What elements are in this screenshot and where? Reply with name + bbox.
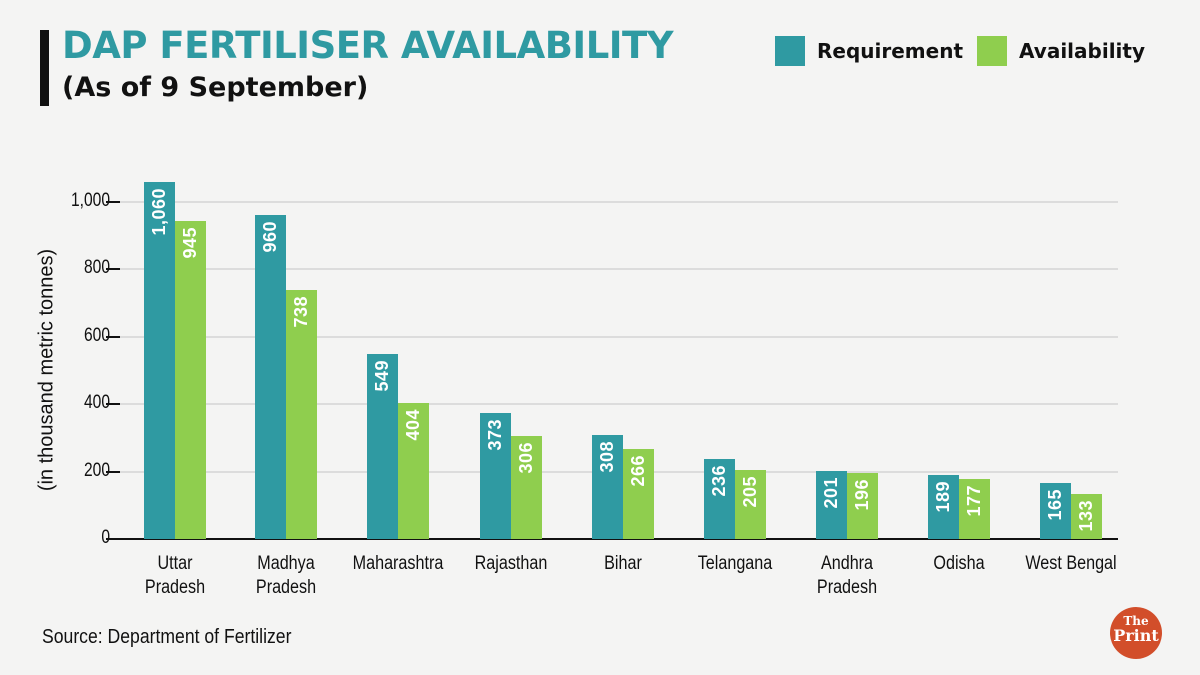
bar-value-label: 306 [515, 441, 536, 474]
bar-availability: 266 [623, 449, 654, 539]
bar-value-label: 308 [596, 441, 617, 473]
bar-value-label: 236 [708, 465, 729, 497]
bar-value-label: 165 [1044, 489, 1065, 521]
x-category-label: Bihar [572, 552, 674, 576]
x-category-label-line: West Bengal [1025, 553, 1117, 574]
y-axis-tick [106, 201, 120, 203]
bar-value-label: 189 [932, 481, 953, 513]
x-category-label: Telangana [684, 552, 786, 576]
bar-requirement: 189 [928, 475, 959, 539]
bar-value-label: 196 [851, 478, 872, 511]
legend-swatch-availability [977, 36, 1008, 66]
legend-swatch-requirement [775, 36, 805, 66]
bar-availability: 404 [398, 402, 429, 539]
legend-item-requirement: Requirement [775, 36, 963, 66]
bar-value-label: 960 [259, 221, 280, 254]
bar-requirement: 373 [480, 413, 511, 539]
x-category-label: Uttar Pradesh [124, 552, 226, 600]
x-category-label: Andhra Pradesh [796, 552, 898, 600]
logo-text-top: The [1123, 614, 1149, 628]
y-tick-label: 600 [84, 324, 110, 346]
bar-availability: 205 [735, 469, 766, 539]
bar-availability: 196 [847, 472, 878, 539]
legend: Requirement Availability [775, 36, 1159, 66]
x-category-label: Madhya Pradesh [235, 552, 337, 600]
y-axis-tick [106, 335, 120, 338]
x-category-label-line: Maharashtra [352, 553, 444, 574]
theprint-logo: The Print [1110, 607, 1162, 659]
bar-requirement: 308 [592, 435, 623, 539]
bar-requirement: 165 [1040, 483, 1071, 539]
chart-title: DAP FERTILISER AVAILABILITY [62, 24, 674, 67]
bar-value-label: 945 [179, 226, 200, 259]
x-category-label-line: Bihar [604, 553, 642, 574]
x-category-label: Maharashtra [347, 552, 449, 576]
bar-value-label: 177 [963, 485, 984, 517]
bar-availability: 133 [1071, 494, 1102, 539]
bar-availability: 945 [175, 220, 206, 539]
x-category-label-line: Andhra [820, 553, 874, 574]
x-category-label: Odisha [908, 552, 1010, 576]
y-tick-label: 200 [84, 459, 110, 481]
bar-requirement: 960 [255, 215, 286, 539]
title-accent-bar [40, 30, 49, 106]
x-category-label-line: Pradesh [816, 577, 878, 598]
legend-item-availability: Availability [977, 36, 1145, 66]
bar-requirement: 1,060 [144, 181, 175, 539]
x-category-label-line: Pradesh [144, 577, 206, 598]
x-category-label: West Bengal [1020, 552, 1122, 576]
bar-availability: 177 [959, 479, 990, 539]
x-axis-line [120, 538, 1118, 540]
x-category-label-line: Telangana [697, 553, 773, 574]
bar-value-label: 201 [820, 477, 841, 509]
y-tick-label: 400 [84, 392, 110, 414]
gridline [120, 335, 1118, 338]
x-category-label-line: Rajasthan [474, 553, 548, 574]
x-category-label-line: Uttar [157, 553, 193, 574]
bar-availability: 306 [511, 435, 542, 539]
y-axis-label: (in thousand metric tonnes) [35, 248, 58, 492]
bar-value-label: 205 [739, 475, 760, 508]
y-axis-tick [106, 268, 120, 271]
bar-requirement: 201 [816, 471, 847, 539]
x-category-label-line: Madhya [257, 553, 315, 574]
bar-requirement: 236 [704, 459, 735, 539]
bar-value-label: 373 [484, 419, 505, 451]
legend-label: Availability [1019, 39, 1146, 63]
y-axis-tick [106, 538, 120, 540]
bar-value-label: 549 [371, 359, 392, 392]
bar-value-label: 738 [290, 296, 311, 328]
bar-value-label: 133 [1075, 500, 1096, 532]
gridline [120, 403, 1118, 406]
bar-value-label: 404 [402, 408, 423, 441]
chart-subtitle: (As of 9 September) [62, 72, 369, 103]
source-note: Source: Department of Fertilizer [42, 626, 292, 648]
y-tick-label: 0 [101, 527, 110, 548]
y-axis-tick [106, 403, 120, 406]
bar-availability: 738 [286, 290, 317, 539]
bar-value-label: 1,060 [148, 187, 169, 236]
x-category-label: Rajasthan [460, 552, 562, 576]
x-category-label-line: Pradesh [255, 577, 317, 598]
y-axis-tick [106, 470, 120, 473]
gridline [120, 201, 1118, 203]
y-tick-label: 800 [84, 257, 110, 279]
x-category-label-line: Odisha [933, 553, 985, 574]
gridline [120, 268, 1118, 271]
bar-value-label: 266 [627, 455, 648, 487]
legend-label: Requirement [817, 39, 964, 63]
bar-requirement: 549 [367, 353, 398, 539]
y-tick-label: 1,000 [71, 190, 110, 211]
logo-text-bottom: Print [1113, 626, 1159, 645]
